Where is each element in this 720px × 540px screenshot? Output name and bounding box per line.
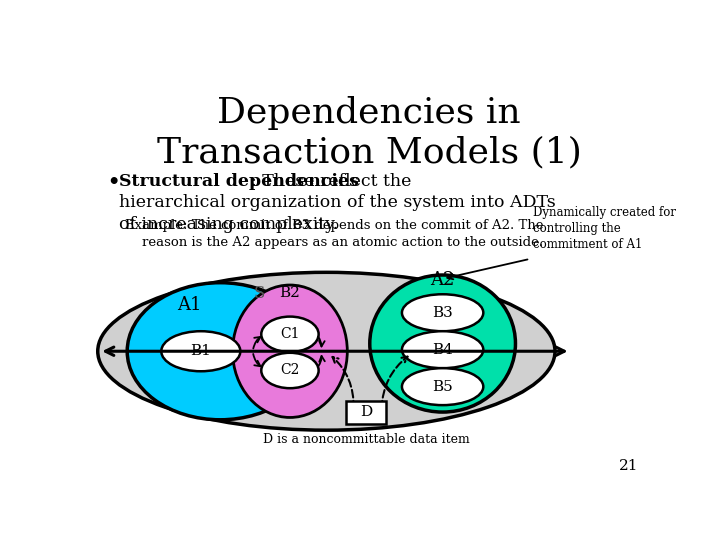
Ellipse shape [98, 272, 555, 430]
Text: B5: B5 [432, 380, 453, 394]
Ellipse shape [402, 368, 483, 405]
Text: A2: A2 [431, 272, 455, 289]
Text: : These reflect the
hierarchical organization of the system into ADTs
of increas: : These reflect the hierarchical organiz… [120, 173, 557, 233]
Text: D is a noncommittable data item: D is a noncommittable data item [263, 433, 469, 446]
Text: S: S [253, 285, 265, 302]
Ellipse shape [261, 316, 319, 352]
Text: B3: B3 [432, 306, 453, 320]
Text: Dynamically created for
controlling the
commitment of A1: Dynamically created for controlling the … [534, 206, 676, 251]
Ellipse shape [233, 285, 347, 417]
Text: D: D [360, 405, 372, 419]
Ellipse shape [261, 353, 319, 388]
Text: A1: A1 [177, 296, 202, 314]
Text: Example: The commit of B3 depends on the commit of A2. The
    reason is the A2 : Example: The commit of B3 depends on the… [125, 219, 544, 249]
Text: B4: B4 [432, 343, 453, 357]
Text: Dependencies in
Transaction Models (1): Dependencies in Transaction Models (1) [156, 96, 582, 169]
Ellipse shape [127, 283, 313, 420]
Text: •: • [107, 173, 120, 191]
Text: B1: B1 [190, 344, 211, 358]
Ellipse shape [161, 331, 240, 372]
Text: Structural dependencies: Structural dependencies [120, 173, 359, 190]
Text: C2: C2 [280, 363, 300, 377]
Text: C1: C1 [280, 327, 300, 341]
Ellipse shape [370, 275, 516, 412]
Text: B2: B2 [279, 287, 300, 300]
Ellipse shape [402, 331, 483, 368]
Ellipse shape [402, 294, 483, 331]
Text: 21: 21 [619, 459, 639, 473]
FancyBboxPatch shape [346, 401, 386, 423]
